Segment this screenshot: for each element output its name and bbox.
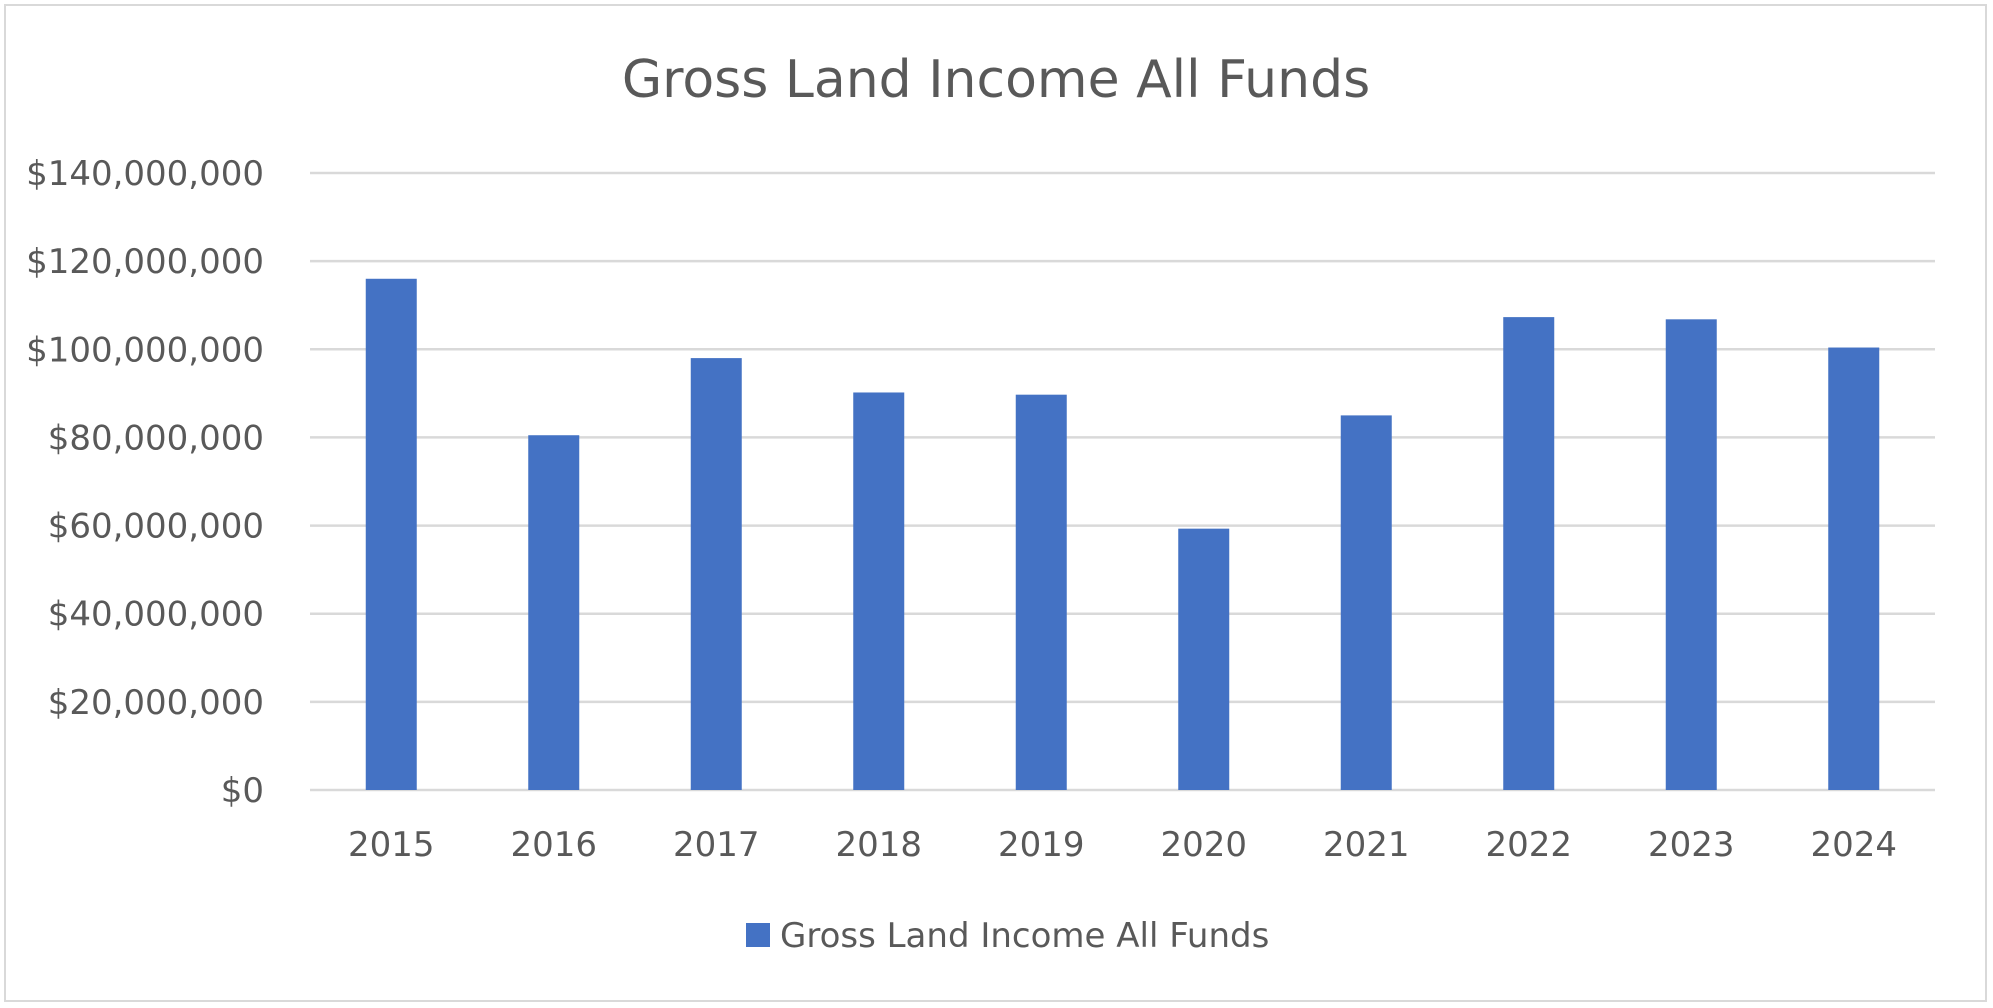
x-tick-label: 2021 — [1323, 825, 1410, 865]
x-tick-label: 2019 — [998, 825, 1085, 865]
y-tick-label: $100,000,000 — [26, 330, 264, 370]
y-tick-label: $40,000,000 — [48, 595, 264, 635]
x-tick-label: 2020 — [1160, 825, 1247, 865]
legend-label: Gross Land Income All Funds — [780, 916, 1269, 956]
x-tick-label: 2017 — [673, 825, 760, 865]
bar-2020 — [1178, 528, 1230, 790]
x-axis-tick-labels: 2015 2016 2017 2018 2019 2020 2021 2022 2023 2024 — [348, 825, 1897, 865]
bar-2016 — [528, 435, 580, 790]
legend-swatch — [746, 923, 770, 947]
x-tick-label: 2016 — [510, 825, 597, 865]
gridlines — [310, 171, 1935, 792]
bar-2017 — [690, 358, 742, 790]
y-tick-label: $80,000,000 — [48, 418, 264, 458]
bars — [365, 278, 1880, 790]
y-tick-label: $140,000,000 — [26, 154, 264, 194]
chart-frame — [4, 4, 1987, 1002]
legend: Gross Land Income All Funds — [746, 916, 1269, 956]
bar-2018 — [853, 392, 905, 790]
x-tick-label: 2023 — [1648, 825, 1735, 865]
x-tick-label: 2015 — [348, 825, 435, 865]
y-axis-tick-labels: $0 $20,000,000 $40,000,000 $60,000,000 $80,0… — [26, 154, 264, 811]
bar-2019 — [1015, 394, 1067, 790]
y-tick-label: $60,000,000 — [48, 507, 264, 547]
bar-2024 — [1828, 347, 1880, 790]
bar-2015 — [365, 278, 417, 790]
x-tick-label: 2024 — [1810, 825, 1897, 865]
y-tick-label: $20,000,000 — [48, 683, 264, 723]
y-tick-label: $0 — [221, 771, 264, 811]
y-tick-label: $120,000,000 — [26, 242, 264, 282]
bar-2021 — [1340, 415, 1392, 790]
bar-2022 — [1503, 317, 1555, 790]
bar-2023 — [1665, 319, 1717, 790]
x-tick-label: 2022 — [1485, 825, 1572, 865]
x-tick-label: 2018 — [835, 825, 922, 865]
chart-title: Gross Land Income All Funds — [622, 50, 1370, 110]
